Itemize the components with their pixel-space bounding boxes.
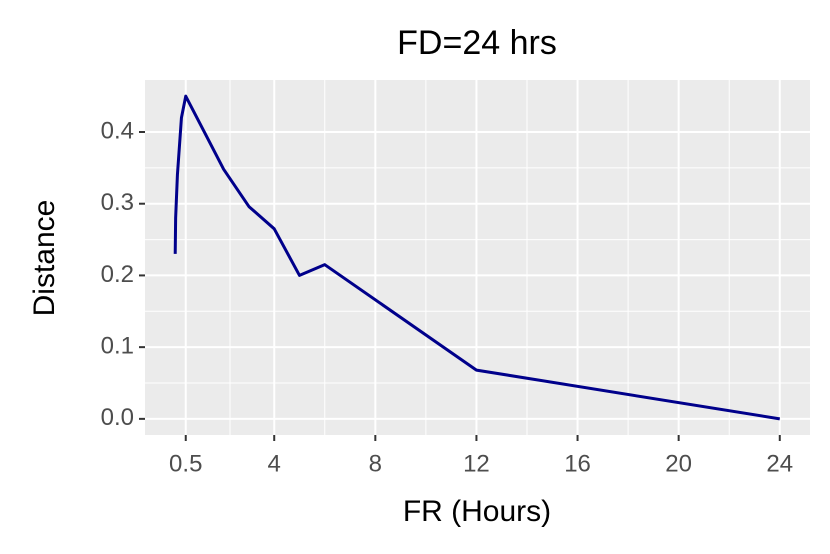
- y-tick-label: 0.4: [101, 117, 134, 144]
- y-tick-label: 0.3: [101, 189, 134, 216]
- x-tick-label: 12: [463, 450, 490, 477]
- x-tick-label: 4: [268, 450, 281, 477]
- plot-panel: [145, 80, 810, 435]
- x-tick-label: 16: [564, 450, 591, 477]
- x-tick-label: 24: [766, 450, 793, 477]
- y-tick-label: 0.2: [101, 261, 134, 288]
- x-tick-label: 20: [665, 450, 692, 477]
- y-tick-label: 0.0: [101, 404, 134, 431]
- chart-title: FD=24 hrs: [397, 24, 557, 62]
- x-axis-title: FR (Hours): [403, 495, 551, 528]
- x-tick-label: 0.5: [169, 450, 202, 477]
- y-axis-title: Distance: [28, 200, 61, 317]
- y-tick-label: 0.1: [101, 332, 134, 359]
- data-line: [173, 94, 781, 421]
- x-tick-label: 8: [369, 450, 382, 477]
